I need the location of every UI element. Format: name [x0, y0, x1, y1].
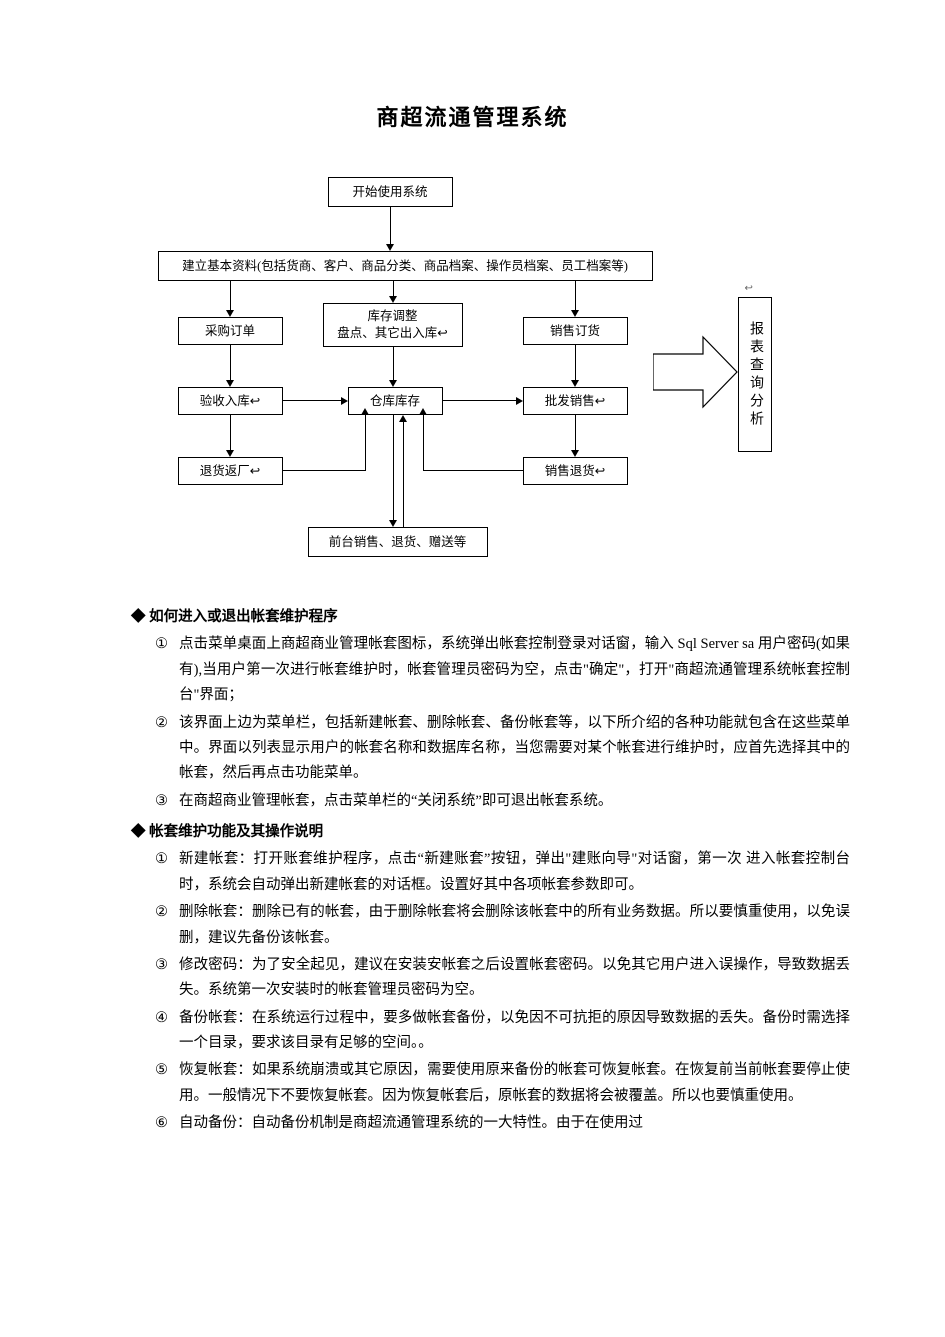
edge: [283, 470, 365, 471]
flowchart: 开始使用系统 建立基本资料(包括货商、客户、商品分类、商品档案、操作员档案、员工…: [123, 177, 823, 577]
arrowhead-icon: [419, 408, 427, 415]
edge: [423, 470, 523, 471]
node-wholesale: 批发销售↩: [523, 387, 628, 415]
edge: [575, 281, 576, 310]
section-heading: 帐套维护功能及其操作说明: [131, 820, 850, 845]
node-salesret: 销售退货↩: [523, 457, 628, 485]
edge: [230, 281, 231, 310]
arrowhead-icon: [226, 310, 234, 317]
section-heading: 如何进入或退出帐套维护程序: [131, 605, 850, 630]
page: 商超流通管理系统 开始使用系统 建立基本资料(包括货商、客户、商品分类、商品档案…: [0, 0, 945, 1183]
node-start: 开始使用系统: [328, 177, 453, 207]
node-basic: 建立基本资料(包括货商、客户、商品分类、商品档案、操作员档案、员工档案等): [158, 251, 653, 281]
arrowhead-icon: [226, 380, 234, 387]
arrowhead-icon: [361, 408, 369, 415]
edge: [283, 400, 341, 401]
big-arrow-icon: [653, 332, 738, 412]
arrowhead-icon: [571, 310, 579, 317]
node-adjust: 库存调整 盘点、其它出入库↩: [323, 303, 463, 347]
page-title: 商超流通管理系统: [95, 100, 850, 132]
node-order: 采购订单: [178, 317, 283, 345]
content-body: 如何进入或退出帐套维护程序 点击菜单桌面上商超商业管理帐套图标，系统弹出帐套控制…: [95, 605, 850, 1137]
list-item: 该界面上边为菜单栏，包括新建帐套、删除帐套、备份帐套等，以下所介绍的各种功能就包…: [179, 711, 850, 787]
edge: [403, 422, 404, 527]
arrowhead-icon: [399, 415, 407, 422]
return-mark-icon: ↩: [745, 283, 753, 294]
list-item: 新建帐套：打开账套维护程序，点击“新建账套”按钮，弹出"建账向导"对话窗，第一次…: [179, 847, 850, 898]
arrowhead-icon: [389, 380, 397, 387]
arrowhead-icon: [386, 244, 394, 251]
list-item: 在商超商业管理帐套，点击菜单栏的“关闭系统”即可退出帐套系统。: [179, 789, 850, 814]
arrowhead-icon: [571, 380, 579, 387]
arrowhead-icon: [516, 397, 523, 405]
list-item: 删除帐套：删除已有的帐套，由于删除帐套将会删除该帐套中的所有业务数据。所以要慎重…: [179, 900, 850, 951]
arrowhead-icon: [226, 450, 234, 457]
list-item: 点击菜单桌面上商超商业管理帐套图标，系统弹出帐套控制登录对话窗，输入 Sql S…: [179, 632, 850, 708]
edge: [393, 415, 394, 520]
edge: [393, 347, 394, 380]
node-salesord: 销售订货: [523, 317, 628, 345]
arrowhead-icon: [389, 520, 397, 527]
arrowhead-icon: [341, 397, 348, 405]
edge: [230, 415, 231, 450]
edge: [423, 415, 424, 471]
edge: [443, 400, 516, 401]
edge: [393, 281, 394, 296]
arrowhead-icon: [571, 450, 579, 457]
edge: [575, 415, 576, 450]
list-item: 备份帐套：在系统运行过程中，要多做帐套备份，以免因不可抗拒的原因导致数据的丢失。…: [179, 1006, 850, 1057]
section-list: 新建帐套：打开账套维护程序，点击“新建账套”按钮，弹出"建账向导"对话窗，第一次…: [155, 847, 850, 1136]
node-front: 前台销售、退货、赠送等: [308, 527, 488, 557]
section-list: 点击菜单桌面上商超商业管理帐套图标，系统弹出帐套控制登录对话窗，输入 Sql S…: [155, 632, 850, 814]
list-item: 修改密码：为了安全起见，建议在安装安帐套之后设置帐套密码。以免其它用户进入误操作…: [179, 953, 850, 1004]
arrowhead-icon: [389, 296, 397, 303]
edge: [390, 207, 391, 244]
edge: [230, 345, 231, 380]
list-item: 恢复帐套：如果系统崩溃或其它原因，需要使用原来备份的帐套可恢复帐套。在恢复前当前…: [179, 1058, 850, 1109]
node-return: 退货返厂↩: [178, 457, 283, 485]
edge: [575, 345, 576, 380]
node-checkin: 验收入库↩: [178, 387, 283, 415]
list-item: 自动备份：自动备份机制是商超流通管理系统的一大特性。由于在使用过: [179, 1111, 850, 1136]
edge: [365, 415, 366, 471]
node-report: 报表查询分析: [738, 297, 772, 452]
